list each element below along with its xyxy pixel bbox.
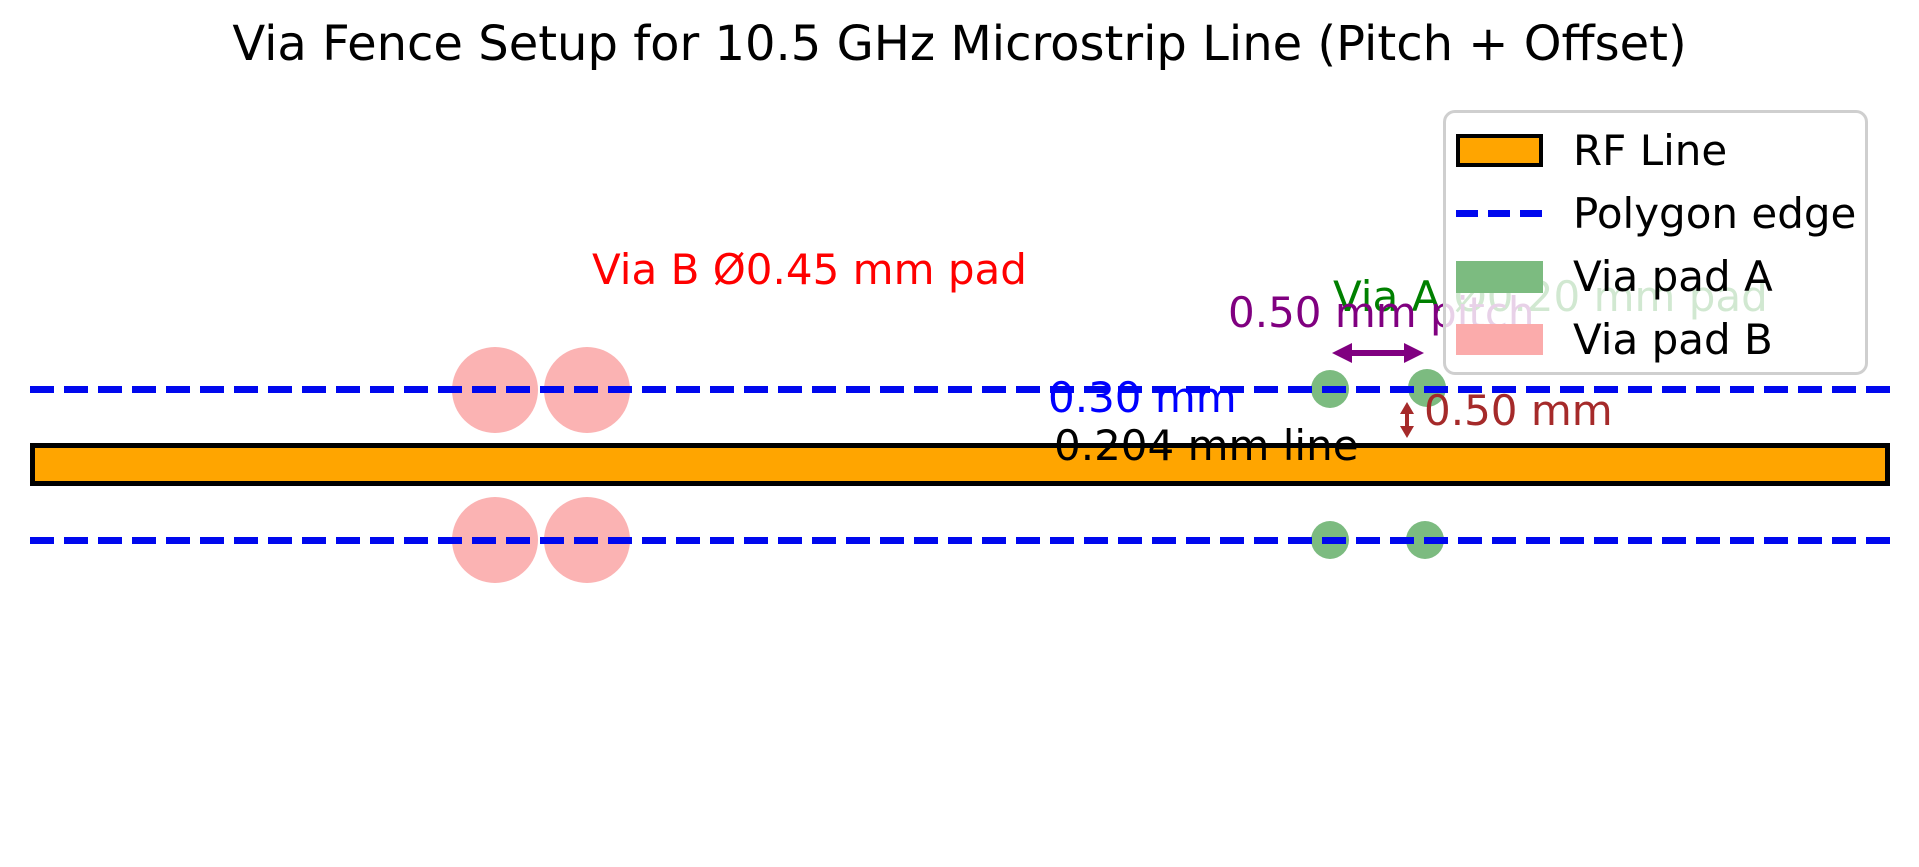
offset-double-arrow-icon [1400, 402, 1414, 438]
pitch-double-arrow-icon [1332, 343, 1424, 363]
figure-title: Via Fence Setup for 10.5 GHz Microstrip … [232, 16, 1687, 72]
offset-annotation: 0.50 mm [1424, 386, 1613, 435]
via-b-annotation: Via B Ø0.45 mm pad [592, 245, 1027, 294]
legend-item-via-pad-b: Via pad B [1446, 308, 1865, 371]
legend-label: Polygon edge [1573, 189, 1857, 238]
legend: RF Line Polygon edge Via pad A Via pad B [1443, 110, 1868, 375]
line-width-annotation: 0.204 mm line [1054, 421, 1359, 470]
pink-rect-icon [1456, 324, 1543, 355]
legend-label: Via pad B [1573, 315, 1773, 364]
legend-item-via-pad-a: Via pad A [1446, 245, 1865, 308]
legend-label: RF Line [1573, 126, 1728, 175]
polygon-clearance-annotation: 0.30 mm [1048, 373, 1237, 422]
legend-item-polygon-edge: Polygon edge [1446, 182, 1865, 245]
legend-label: Via pad A [1573, 252, 1773, 301]
green-rect-icon [1456, 260, 1543, 293]
polygon-edge-bottom [30, 537, 1890, 544]
blue-dashed-line-icon [1456, 210, 1543, 217]
polygon-edge-top [30, 386, 1890, 393]
rf-line-bar [30, 443, 1890, 486]
orange-rect-icon [1456, 134, 1543, 167]
legend-item-rf-line: RF Line [1446, 119, 1865, 182]
